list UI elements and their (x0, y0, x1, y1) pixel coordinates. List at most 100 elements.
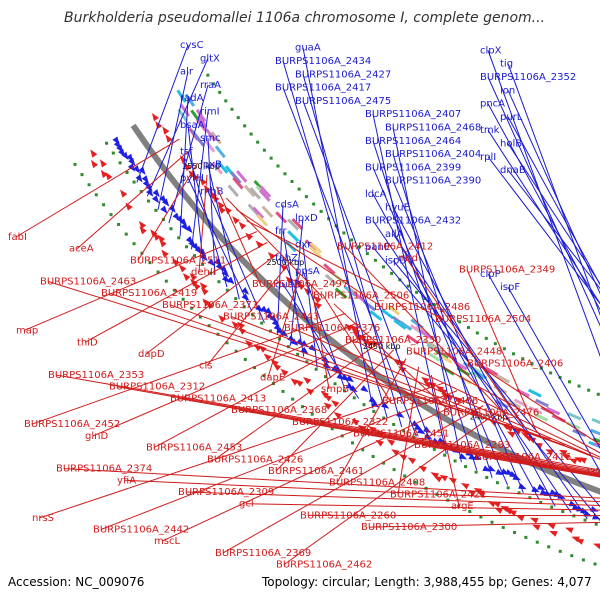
scale-dot (305, 360, 309, 364)
scale-dot (372, 409, 376, 413)
forward-leader-line (179, 98, 189, 237)
scale-dot (118, 161, 122, 165)
reverse-gene-arrow (407, 457, 416, 465)
scale-dot (185, 245, 189, 249)
reverse-gene-label: BURPS1106A_2448 (406, 347, 502, 358)
scale-dot (109, 213, 113, 217)
scale-dot (485, 475, 489, 479)
reverse-gene-arrow (547, 523, 556, 530)
reverse-gene-arrow (182, 273, 191, 281)
forward-gene-label: clpX (480, 45, 502, 56)
reverse-gene-label: BURPS1106A_2349 (459, 265, 555, 276)
scale-dot (94, 193, 98, 197)
reverse-gene-arrow (153, 232, 161, 241)
scale-dot (324, 375, 328, 379)
scale-dot (154, 208, 158, 212)
forward-leader-line (507, 90, 600, 295)
reverse-gene-arrow (575, 539, 584, 545)
forward-gene-label: alr (180, 67, 194, 78)
reverse-gene-label: aceA (69, 244, 94, 255)
forward-leader-line (487, 103, 600, 311)
reverse-leader-line (92, 322, 358, 437)
reverse-leader-line (310, 284, 330, 390)
forward-gene-label: smc (200, 133, 220, 144)
reverse-gene-label: BURPS1106A_2312 (109, 382, 205, 393)
reverse-gene-arrow (453, 396, 462, 404)
reverse-gene-arrow (165, 134, 173, 143)
scale-dot (577, 384, 581, 388)
scale-dot (392, 468, 396, 472)
reverse-gene-arrow (351, 329, 360, 337)
feature-block (527, 388, 542, 398)
forward-gene-label: clpP (480, 269, 501, 280)
feature-block (214, 145, 226, 159)
forward-gene-label: hyuE (385, 202, 410, 213)
forward-gene-label: rplI (480, 152, 496, 163)
scale-dot (490, 520, 494, 524)
scale-dot (342, 231, 346, 235)
feature-block (291, 218, 304, 231)
forward-gene-label: BURPS1106A_2432 (365, 216, 461, 227)
reverse-gene-label: BURPS1106A_2486 (374, 302, 470, 313)
reverse-gene-arrow (151, 112, 159, 122)
forward-gene-label: rraA (200, 80, 221, 91)
reverse-gene-arrow (593, 543, 600, 550)
scale-dot (594, 522, 598, 526)
scale-dot (234, 297, 238, 301)
scale-dot (392, 423, 396, 427)
feature-block (194, 133, 205, 147)
scale-dot (236, 116, 240, 120)
reverse-gene-label: nrsS (32, 513, 54, 524)
reverse-leader-line (84, 242, 268, 343)
forward-gene-arrow (151, 195, 160, 204)
reverse-leader-line (169, 304, 579, 452)
scale-dot (413, 480, 417, 484)
scale-dot (570, 554, 574, 558)
scale-dot (283, 172, 287, 176)
scale-dot (111, 151, 115, 155)
feature-block (324, 273, 338, 286)
scale-dot (513, 530, 517, 534)
scale-dot (181, 297, 185, 301)
reverse-gene-label: gcl (239, 499, 254, 510)
scale-dot (382, 416, 386, 420)
forward-leader-line (282, 257, 332, 379)
scale-dot (373, 258, 377, 262)
reverse-leader-line (23, 231, 257, 332)
forward-leader-line (507, 116, 600, 286)
scale-dot (132, 180, 136, 184)
reverse-gene-arrow (460, 483, 470, 490)
scale-dot (475, 331, 479, 335)
forward-leader-line (372, 246, 600, 522)
map-title: Burkholderia pseudomallei 1106a chromoso… (64, 10, 545, 26)
reverse-gene-label: BURPS1106A_2511 (130, 255, 226, 266)
reverse-gene-arrow (218, 315, 227, 323)
feature-block (410, 318, 424, 329)
reverse-gene-arrow (290, 378, 299, 386)
scale-dot (198, 315, 202, 319)
feature-block (535, 398, 549, 408)
reverse-gene-arrow (516, 515, 525, 522)
reverse-leader-line (236, 209, 383, 308)
feature-block (593, 442, 600, 451)
forward-gene-label: rimI (200, 107, 220, 118)
forward-leader-line (372, 140, 478, 471)
reverse-gene-arrow (267, 252, 276, 260)
forward-gene-arrow (207, 258, 216, 267)
reverse-gene-arrow (285, 276, 294, 285)
forward-leader-line (302, 47, 374, 409)
forward-gene-arrow (152, 189, 160, 198)
feature-block (369, 310, 383, 321)
scale-dot (262, 374, 266, 378)
forward-leader-line (289, 217, 304, 346)
scale-dot (80, 173, 84, 177)
scale-dot (406, 284, 410, 288)
reverse-leader-line (344, 245, 511, 421)
feature-block (275, 211, 288, 224)
reverse-gene-arrow (273, 363, 282, 371)
scale-dot (300, 405, 304, 409)
reverse-gene-arrow (138, 220, 147, 230)
feature-block (591, 417, 600, 426)
reverse-gene-arrow (295, 379, 304, 387)
